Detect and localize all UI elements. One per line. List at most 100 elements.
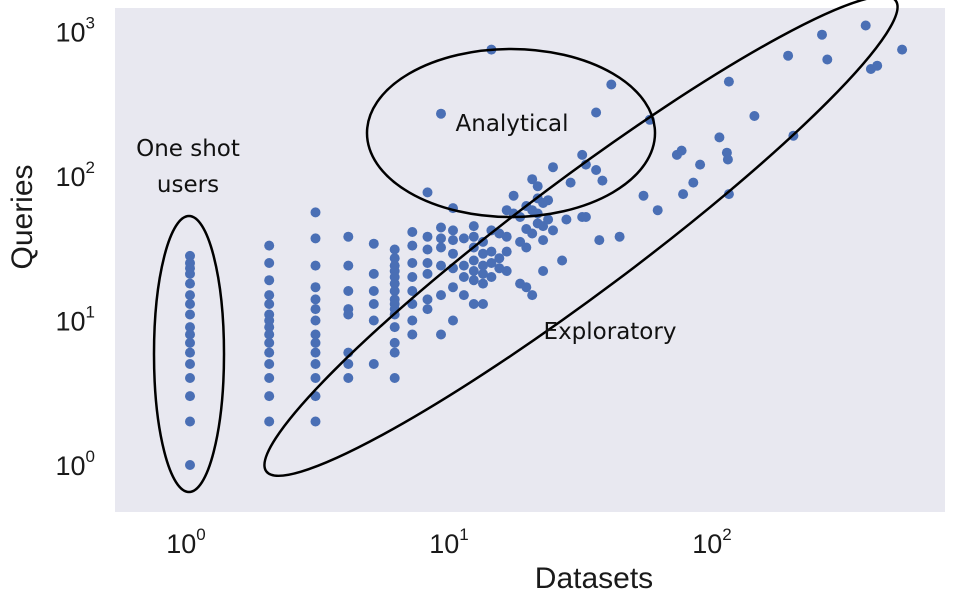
data-point <box>822 54 833 65</box>
data-point <box>389 244 400 255</box>
data-point <box>561 214 572 225</box>
one-shot-users-label-line2: users <box>157 172 219 198</box>
data-point <box>897 44 908 55</box>
data-point <box>407 329 418 340</box>
data-point <box>597 175 608 186</box>
data-point <box>264 337 275 348</box>
data-point <box>343 231 354 242</box>
data-point <box>557 255 568 266</box>
data-point <box>676 145 687 156</box>
data-point <box>343 309 354 320</box>
data-point <box>389 337 400 348</box>
data-point <box>407 286 418 296</box>
data-point <box>591 107 602 118</box>
one-shot-users-label-line1: One shot <box>136 136 240 162</box>
data-point <box>591 165 602 175</box>
y-tick-label: 102 <box>55 158 95 192</box>
data-point <box>368 268 379 279</box>
data-point <box>264 329 275 340</box>
data-point <box>264 275 275 286</box>
data-point <box>817 29 827 40</box>
data-point <box>185 250 195 261</box>
data-point <box>264 258 275 268</box>
data-point <box>543 195 554 206</box>
data-point <box>458 260 469 271</box>
exploratory-outline <box>263 0 899 478</box>
data-point <box>389 322 400 333</box>
data-point <box>389 286 400 296</box>
data-point <box>368 359 379 369</box>
data-point <box>448 282 458 293</box>
x-tick-label: 100 <box>166 525 206 559</box>
data-point <box>458 233 469 244</box>
data-point <box>343 359 354 369</box>
data-point <box>185 329 195 340</box>
data-point <box>436 233 446 244</box>
data-point <box>538 266 549 276</box>
data-point <box>478 268 488 279</box>
data-point <box>521 282 532 293</box>
y-tick-label: 101 <box>55 303 95 337</box>
data-point <box>310 347 321 358</box>
data-point <box>468 299 479 309</box>
y-tick-label: 100 <box>55 447 95 481</box>
data-point <box>695 159 706 170</box>
x-axis-ticks: 100 101 102 <box>166 525 732 559</box>
data-point <box>436 242 446 253</box>
data-point <box>494 253 505 264</box>
data-point <box>527 290 538 301</box>
y-axis-ticks: 100 101 102 103 <box>55 14 95 482</box>
data-point <box>389 347 400 358</box>
data-point <box>478 260 488 271</box>
data-point <box>448 225 458 236</box>
data-point <box>872 60 883 71</box>
data-point <box>638 190 649 201</box>
data-point <box>310 282 321 293</box>
data-point <box>478 248 488 259</box>
data-point <box>527 174 538 185</box>
x-axis-label: Datasets <box>535 562 653 595</box>
data-point <box>532 181 543 192</box>
data-point <box>468 231 479 242</box>
exploratory-label: Exploratory <box>544 319 677 345</box>
data-point <box>368 299 379 309</box>
data-point <box>468 221 479 232</box>
data-point <box>501 266 512 276</box>
data-point <box>614 231 625 242</box>
data-point <box>548 225 558 236</box>
x-tick-label: 101 <box>429 525 469 559</box>
data-point <box>185 347 195 358</box>
data-point <box>678 189 689 200</box>
data-point <box>486 225 497 236</box>
data-point <box>185 278 195 289</box>
data-point <box>458 272 469 282</box>
data-point <box>468 255 479 266</box>
data-point <box>407 240 418 251</box>
data-point <box>722 154 733 165</box>
one-shot-users-outline <box>152 214 226 494</box>
data-point <box>652 205 663 216</box>
data-point <box>468 266 479 276</box>
data-point <box>486 258 497 268</box>
data-point <box>436 108 446 119</box>
x-tick-label: 102 <box>692 525 732 559</box>
data-point <box>422 231 433 242</box>
data-point <box>264 391 275 402</box>
data-point <box>368 238 379 249</box>
data-point <box>368 315 379 326</box>
data-point <box>264 299 275 309</box>
data-point <box>310 207 321 218</box>
data-point <box>310 294 321 305</box>
data-point <box>389 253 400 264</box>
data-point <box>714 132 725 143</box>
data-point <box>185 416 195 427</box>
data-point <box>688 177 699 188</box>
data-point <box>407 272 418 282</box>
data-point <box>264 322 275 333</box>
y-tick-label: 103 <box>55 14 95 48</box>
data-point <box>501 231 512 242</box>
data-point <box>436 329 446 340</box>
data-point <box>185 309 195 320</box>
data-point <box>185 460 195 470</box>
